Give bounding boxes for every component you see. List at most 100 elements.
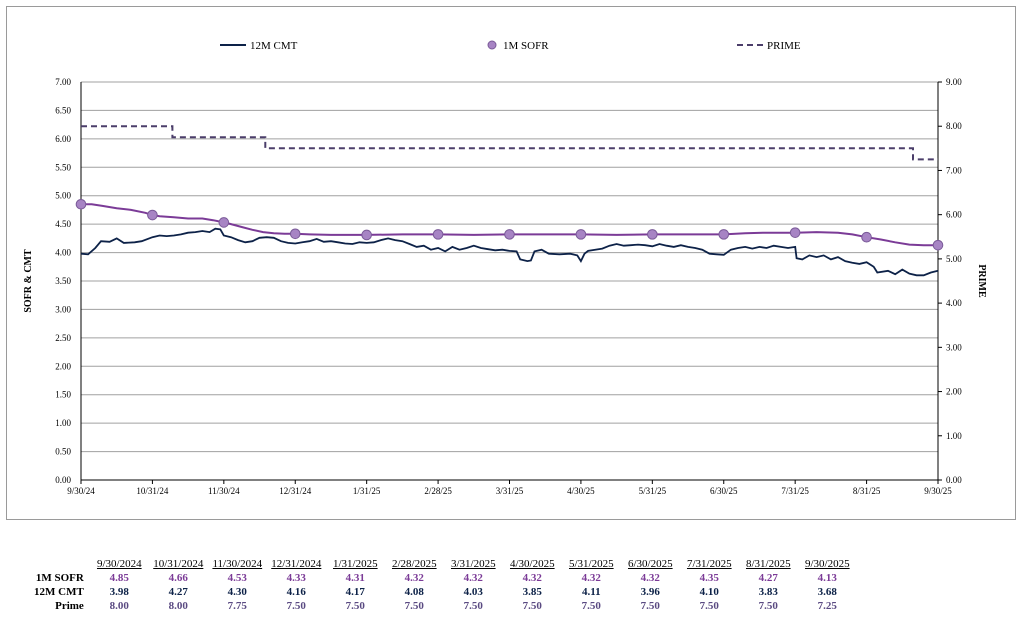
prime-series-line bbox=[81, 125, 938, 161]
x-tick-label: 12/31/24 bbox=[279, 486, 312, 496]
table-column-header: 6/30/2025 bbox=[627, 558, 673, 570]
y-left-tick-label: 6.00 bbox=[55, 134, 71, 144]
y-left-tick-label: 4.00 bbox=[55, 248, 71, 258]
sofr-data-point bbox=[647, 229, 658, 240]
y-left-tick-label: 5.00 bbox=[55, 191, 71, 201]
table-row-label: Prime bbox=[55, 600, 84, 612]
y-right-tick-label: 5.00 bbox=[946, 254, 962, 264]
table-cell: 7.50 bbox=[640, 600, 660, 612]
legend-swatch-1m-sofr bbox=[487, 40, 497, 50]
sofr-data-point bbox=[789, 227, 801, 238]
table-cell: 4.32 bbox=[404, 572, 424, 584]
table-cell: 3.68 bbox=[817, 586, 837, 598]
table-row-label: 1M SOFR bbox=[35, 572, 84, 584]
table-row: 12M CMT 3.98 4.27 4.30 4.16 4.17 4.08 4.03 3.85 4… bbox=[30, 585, 857, 599]
table-column-header: 5/31/2025 bbox=[568, 558, 614, 570]
sofr-data-point bbox=[218, 217, 230, 228]
table-body: 1M SOFR 4.85 4.66 4.53 4.33 4.31 4.32 4.32 4.32 4… bbox=[30, 571, 857, 613]
table-row-label: 12M CMT bbox=[34, 586, 84, 598]
table-cell: 7.75 bbox=[227, 600, 247, 612]
table-column-header: 11/30/2024 bbox=[212, 558, 263, 570]
sofr-data-point bbox=[575, 229, 587, 240]
sofr-data-point bbox=[504, 229, 515, 240]
table-column-header: 8/31/2025 bbox=[745, 558, 791, 570]
table-cell: 7.50 bbox=[758, 600, 778, 612]
table-cell: 4.27 bbox=[168, 586, 188, 598]
table-cell: 3.83 bbox=[758, 586, 778, 598]
x-tick-label: 8/31/25 bbox=[853, 486, 881, 496]
table-cell: 7.50 bbox=[404, 600, 424, 612]
table-corner-cell bbox=[30, 557, 90, 571]
y-right-tick-label: 2.00 bbox=[946, 387, 962, 397]
table-row: 1M SOFR 4.85 4.66 4.53 4.33 4.31 4.32 4.32 4.32 4… bbox=[30, 571, 857, 585]
table-cell: 4.35 bbox=[699, 572, 719, 584]
legend-label: PRIME bbox=[767, 40, 801, 52]
x-tick-label: 7/31/25 bbox=[781, 486, 809, 496]
table-cell: 3.85 bbox=[522, 586, 542, 598]
table-row: Prime 8.00 8.00 7.75 7.50 7.50 7.50 7.50 7.50 7.5… bbox=[30, 599, 857, 613]
y-left-tick-label: 7.00 bbox=[55, 77, 71, 87]
sofr-data-point bbox=[932, 239, 944, 251]
sofr-data-point bbox=[861, 231, 872, 243]
cmt-series-line bbox=[80, 227, 939, 277]
table-cell: 4.33 bbox=[286, 572, 306, 584]
chart-frame bbox=[6, 6, 1016, 520]
table-column-header: 10/31/2024 bbox=[153, 558, 204, 570]
y-left-tick-label: 6.50 bbox=[55, 105, 71, 115]
y-right-tick-label: 7.00 bbox=[946, 165, 962, 175]
y-right-tick-label: 4.00 bbox=[946, 298, 962, 308]
table-cell: 4.31 bbox=[345, 572, 365, 584]
table-cell: 7.50 bbox=[463, 600, 483, 612]
table-cell: 4.03 bbox=[463, 586, 483, 598]
y-right-tick-label: 9.00 bbox=[946, 77, 962, 87]
table-cell: 7.50 bbox=[345, 600, 365, 612]
y-left-tick-label: 1.00 bbox=[55, 418, 71, 428]
y-left-axis-title: SOFR & CMT bbox=[23, 249, 34, 313]
x-tick-label: 11/30/24 bbox=[208, 486, 240, 496]
table-cell: 4.32 bbox=[522, 572, 542, 584]
y-left-tick-label: 0.00 bbox=[55, 475, 71, 485]
table-cell: 4.32 bbox=[463, 572, 483, 584]
table-cell: 4.11 bbox=[581, 586, 601, 598]
sofr-data-point bbox=[361, 229, 372, 241]
rates-line-chart: 0.00 0.50 1.00 1.50 2.00 2.50 3.00 3.50 4.00 4.50… bbox=[23, 40, 987, 496]
sofr-data-point bbox=[432, 229, 444, 240]
rates-summary-table: 9/30/2024 10/31/2024 11/30/2024 12/31/2024 1… bbox=[30, 557, 857, 613]
table-cell: 8.00 bbox=[109, 600, 129, 612]
y-right-tick-label: 1.00 bbox=[946, 431, 962, 441]
table-column-header: 4/30/2025 bbox=[509, 558, 555, 570]
table-cell: 7.50 bbox=[522, 600, 542, 612]
x-tick-label: 9/30/25 bbox=[924, 486, 952, 496]
table-column-header: 9/30/2024 bbox=[96, 558, 142, 570]
x-tick-label: 3/31/25 bbox=[496, 486, 524, 496]
table-cell: 7.50 bbox=[699, 600, 719, 612]
sofr-data-point bbox=[147, 209, 158, 221]
table-cell: 4.32 bbox=[581, 572, 601, 584]
table-column-header: 7/31/2025 bbox=[686, 558, 732, 570]
y-left-tick-label: 1.50 bbox=[55, 390, 71, 400]
sofr-data-point bbox=[75, 198, 87, 210]
sofr-data-point bbox=[289, 228, 301, 240]
sofr-data-point bbox=[718, 229, 730, 240]
table-column-header: 1/31/2025 bbox=[332, 558, 378, 570]
y-left-tick-label: 0.50 bbox=[55, 447, 71, 457]
table-cell: 4.32 bbox=[640, 572, 660, 584]
x-tick-label: 5/31/25 bbox=[639, 486, 667, 496]
x-tick-label: 1/31/25 bbox=[353, 486, 381, 496]
y-left-tick-label: 2.00 bbox=[55, 361, 71, 371]
x-tick-label: 9/30/24 bbox=[67, 486, 95, 496]
y-right-tick-label: 6.00 bbox=[946, 210, 962, 220]
table-cell: 7.50 bbox=[286, 600, 306, 612]
table-cell: 4.66 bbox=[168, 572, 188, 584]
table-cell: 3.96 bbox=[640, 586, 660, 598]
y-right-tick-label: 3.00 bbox=[946, 342, 962, 352]
table-column-header: 3/31/2025 bbox=[450, 558, 496, 570]
y-left-tick-label: 5.50 bbox=[55, 162, 71, 172]
table-cell: 4.16 bbox=[286, 586, 306, 598]
x-tick-label: 4/30/25 bbox=[567, 486, 595, 496]
table-cell: 7.50 bbox=[581, 600, 601, 612]
x-tick-label: 2/28/25 bbox=[424, 486, 452, 496]
table-column-header: 12/31/2024 bbox=[271, 558, 322, 570]
table-cell: 4.27 bbox=[758, 572, 778, 584]
x-tick-label: 6/30/25 bbox=[710, 486, 738, 496]
